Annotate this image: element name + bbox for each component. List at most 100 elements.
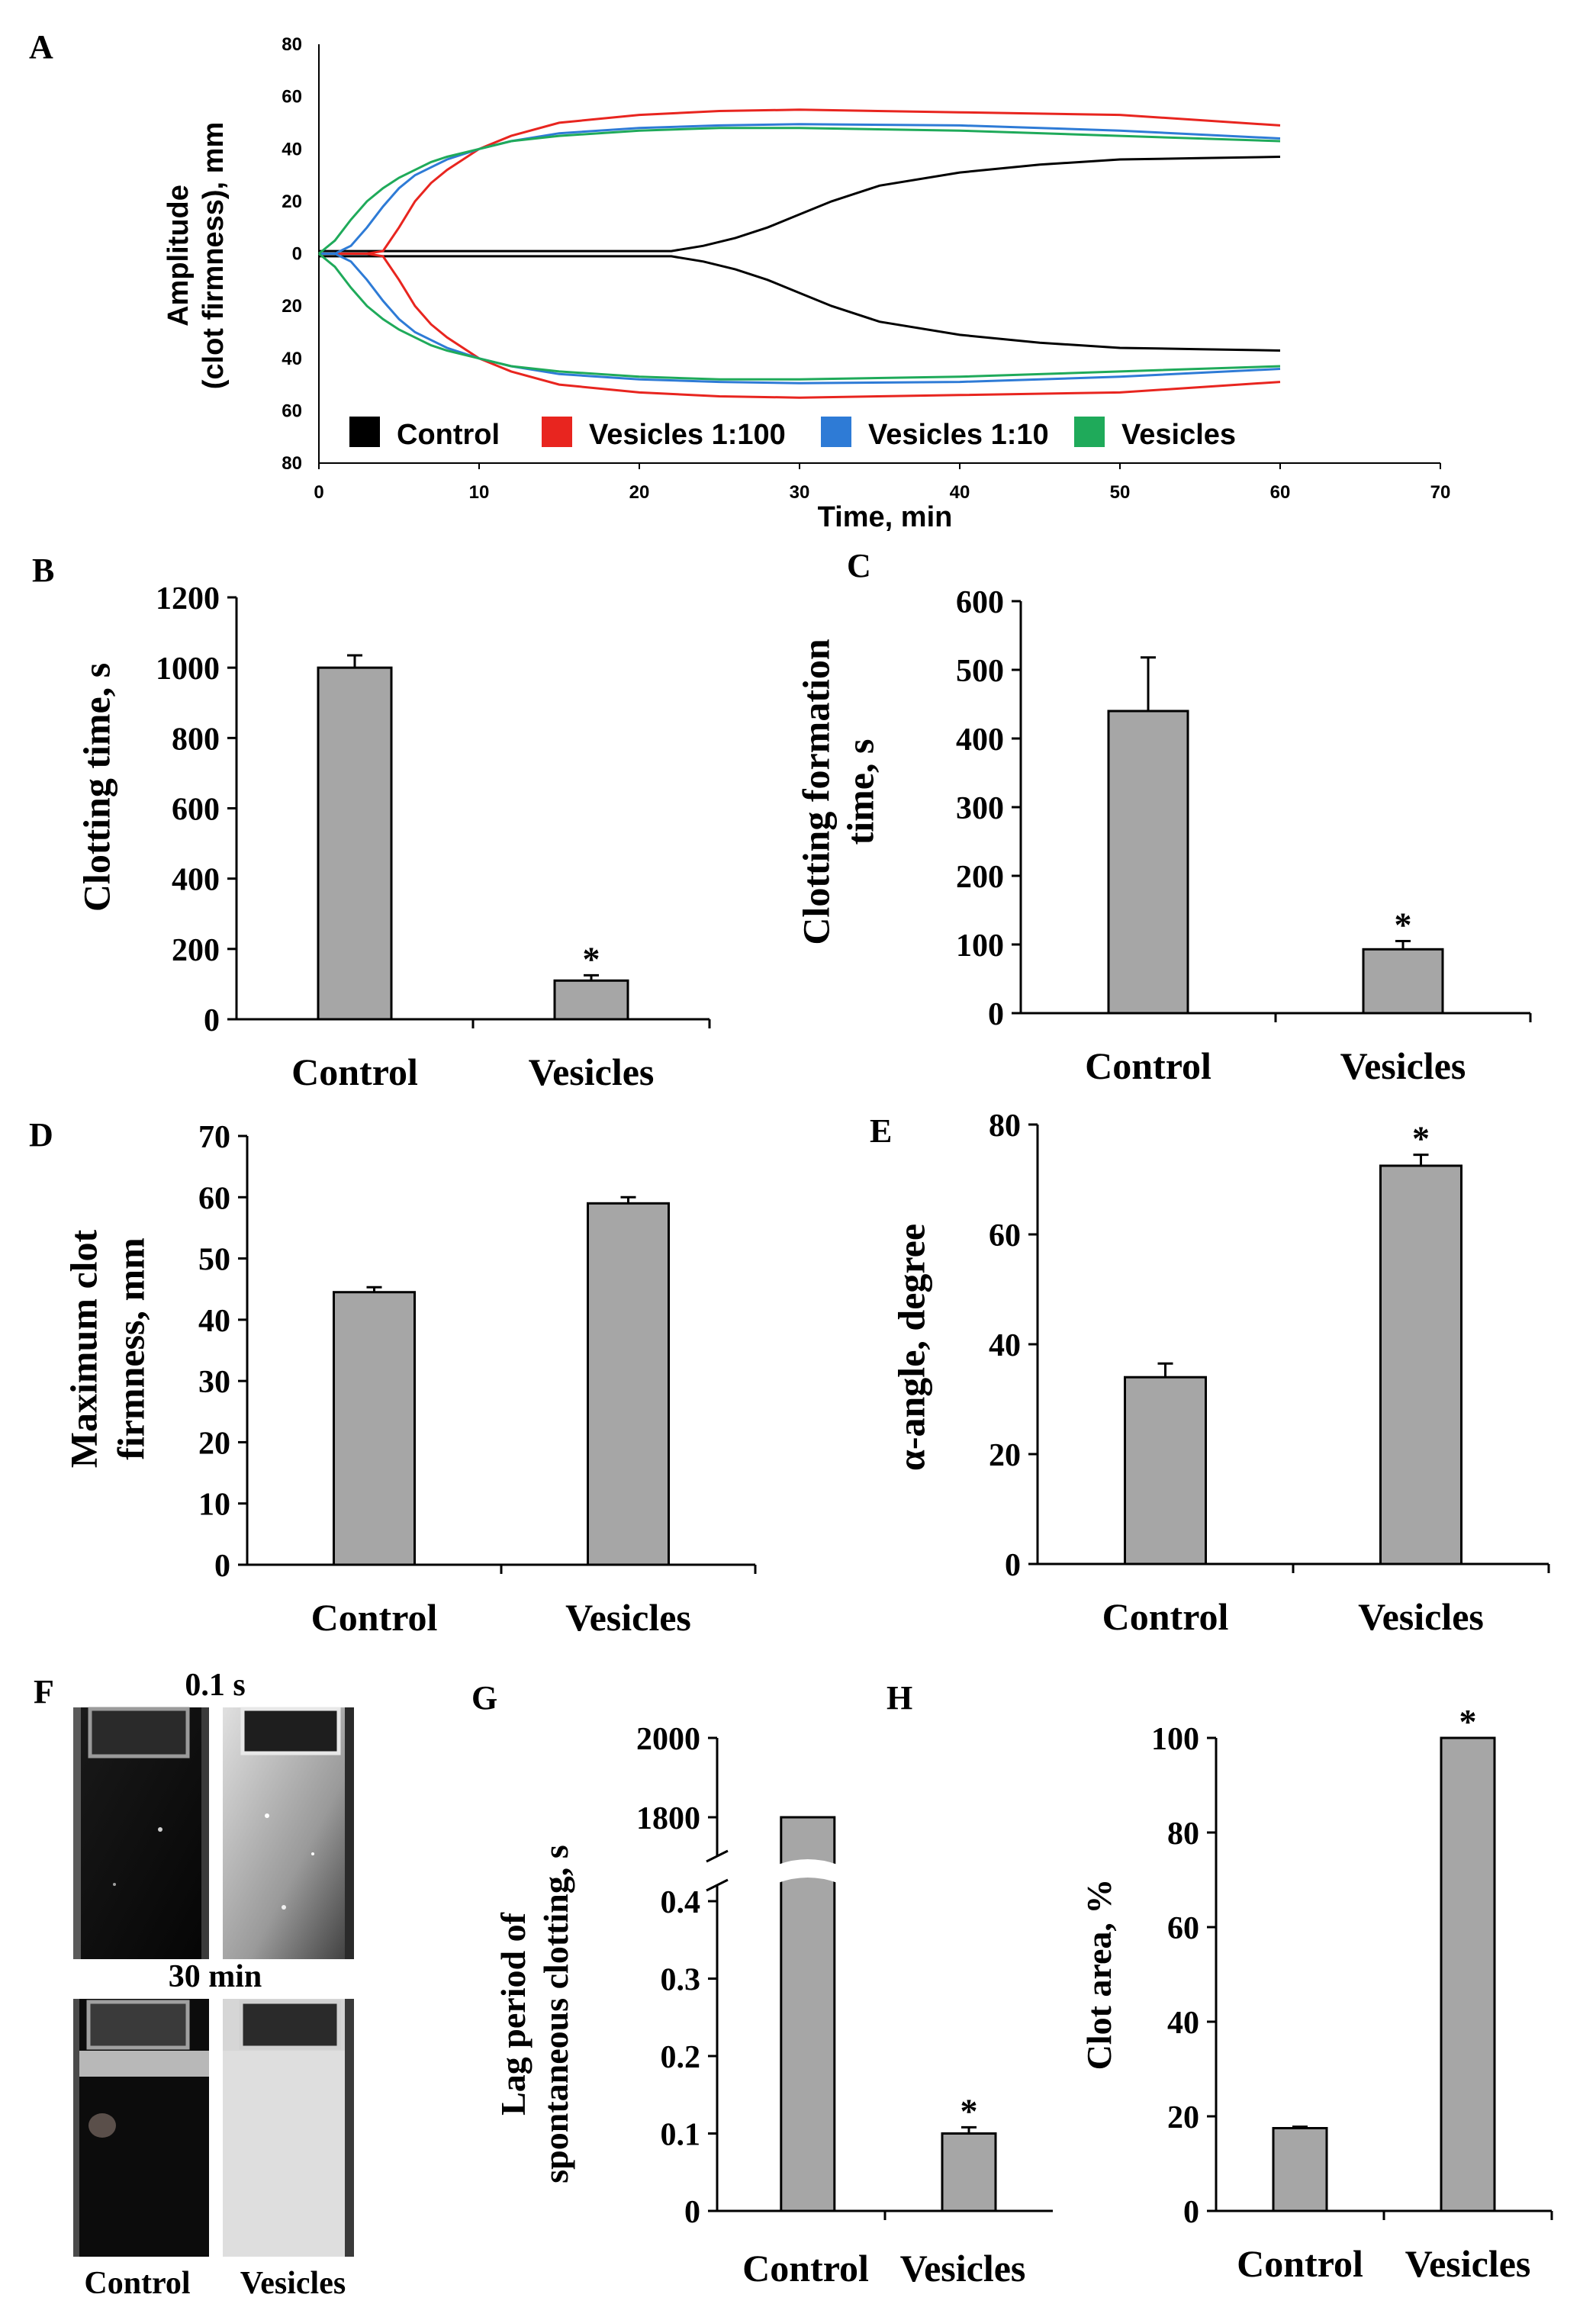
panel-letter-h: H (886, 1679, 912, 1717)
bar (1379, 1164, 1462, 1565)
x-tick-label: 50 (1110, 482, 1131, 503)
y-tick-label: 0.3 (661, 1963, 701, 1998)
legend-label: Vesicles (1121, 419, 1236, 451)
bar (1124, 1376, 1207, 1565)
axis-break-mark (706, 1878, 729, 1892)
y-tick-label: 20 (282, 296, 302, 317)
bar (1362, 948, 1444, 1015)
legend-label: Control (397, 419, 500, 451)
y-tick-label: 40 (282, 139, 302, 159)
y-axis-label: Amplitude (clot firmness), mm (162, 122, 230, 390)
y-tick-label: 600 (956, 585, 1004, 620)
legend-label: Vesicles 1:100 (589, 419, 786, 451)
photo-col-label-vesicles: Vesicles (240, 2266, 346, 2301)
y-tick-label: 0 (1005, 1548, 1021, 1583)
y-tick-label: 20 (282, 191, 302, 212)
x-category-label: Control (742, 2247, 869, 2290)
bar-break-gap (777, 1859, 838, 1883)
y-tick-label: 30 (198, 1365, 230, 1400)
y-tick-label: 20 (198, 1426, 230, 1461)
y-tick-label: 60 (989, 1218, 1021, 1253)
x-axis-label: Time, min (818, 501, 953, 533)
photo-vesicles-30min (223, 1999, 354, 2257)
bar (587, 1202, 670, 1566)
axis-break-mark (706, 1849, 729, 1863)
chart-g-lag-period: 0 0.1 0.2 0.3 0.4 1800 2000 * Control Vesicles Lag… (494, 1722, 1053, 2290)
y-tick-label: 40 (198, 1304, 230, 1339)
x-category-label: Control (291, 1051, 418, 1093)
photo-time-label-top: 0.1 s (185, 1668, 245, 1703)
x-category-label: Vesicles (1358, 1595, 1484, 1638)
series-line-upper (318, 127, 1281, 255)
y-tick-label: 1000 (156, 652, 220, 687)
panel-letter-a: A (29, 28, 53, 66)
y-tick-label: 1200 (156, 581, 220, 616)
series-line-lower (319, 255, 1281, 352)
x-category-label: Vesicles (900, 2247, 1026, 2290)
y-tick-label: 500 (956, 654, 1004, 689)
photo-vesicles-0-1s (223, 1707, 354, 1959)
chart-h-clot-area: 0 20 40 60 80 100 Control * Vesicles Clot area, % (1080, 1702, 1553, 2285)
legend-label: Vesicles 1:10 (868, 419, 1049, 451)
x-category-label: Vesicles (1340, 1044, 1466, 1087)
photo-col-label-control: Control (84, 2266, 190, 2301)
y-tick-label: 10 (198, 1488, 230, 1523)
legend-swatch (542, 417, 572, 447)
y-tick-label: 20 (989, 1438, 1021, 1473)
y-tick-label: 0 (1183, 2195, 1199, 2230)
legend-swatch (1074, 417, 1105, 447)
y-tick-label: 400 (172, 863, 220, 898)
panel-letter-b: B (32, 552, 54, 589)
x-tick-label: 10 (469, 482, 490, 503)
bar (553, 979, 629, 1021)
photo-control-0-1s (73, 1707, 209, 1959)
y-tick-label: 20 (1167, 2100, 1199, 2135)
y-tick-label: 400 (956, 722, 1004, 758)
y-axis-label: α-angle, degree (890, 1224, 933, 1471)
panel-letter-d: D (29, 1116, 53, 1154)
y-axis-label: Clot area, % (1080, 1879, 1118, 2071)
bar (1272, 2127, 1328, 2212)
photo-time-label-bottom: 30 min (169, 1959, 262, 1994)
y-axis-label: Lag period of spontaneous clotting, s (494, 1845, 575, 2183)
chart-d-maximum-clot-firmness: 0 10 20 30 40 50 60 70 Control Vesicles Maximum cl… (63, 1120, 757, 1639)
y-tick-label: 50 (198, 1243, 230, 1278)
series-line-upper (319, 108, 1281, 255)
legend-swatch (821, 417, 851, 447)
significance-marker: * (1459, 1702, 1477, 1741)
y-tick-label: 60 (282, 401, 302, 421)
x-category-label: Vesicles (529, 1051, 655, 1093)
bar (780, 1816, 836, 2212)
series-line-lower (319, 253, 1281, 399)
y-tick-label: 40 (989, 1328, 1021, 1363)
y-tick-label: 200 (172, 933, 220, 968)
x-category-label: Control (1237, 2242, 1363, 2285)
chart-a-thromboelastogram: 80 60 40 20 0 20 40 60 80 0 10 20 30 40 50 60 70 Time, mi… (162, 34, 1450, 533)
y-tick-label: 80 (989, 1109, 1021, 1144)
y-tick-label: 0 (684, 2195, 700, 2230)
panel-letter-f: F (34, 1673, 54, 1710)
x-category-label: Control (1085, 1044, 1211, 1087)
series-line-lower (319, 253, 1281, 385)
y-tick-label: 0 (292, 244, 302, 265)
x-tick-label: 40 (950, 482, 970, 503)
y-tick-label: 0 (204, 1003, 220, 1038)
y-tick-label: 800 (172, 722, 220, 757)
x-category-label: Control (311, 1596, 438, 1639)
bar (1440, 1736, 1496, 2212)
y-tick-label: 60 (1167, 1911, 1199, 1946)
significance-marker: * (1395, 906, 1412, 944)
bar (1107, 710, 1189, 1015)
significance-marker: * (1412, 1119, 1430, 1158)
y-tick-label: 2000 (636, 1722, 700, 1757)
chart-c-clotting-formation-time: 0 100 200 300 400 500 600 Control * Vesicles Clott… (795, 585, 1532, 1087)
y-tick-label: 60 (282, 87, 302, 108)
chart-b-clotting-time: 0 200 400 600 800 1000 1200 Control * Vesicles Clo… (76, 581, 711, 1093)
series-line-lower (318, 253, 1281, 381)
bar (317, 666, 393, 1021)
significance-marker: * (960, 2091, 978, 2130)
series-line-upper (319, 156, 1281, 253)
y-tick-label: 60 (198, 1181, 230, 1216)
y-tick-label: 1800 (636, 1801, 700, 1836)
